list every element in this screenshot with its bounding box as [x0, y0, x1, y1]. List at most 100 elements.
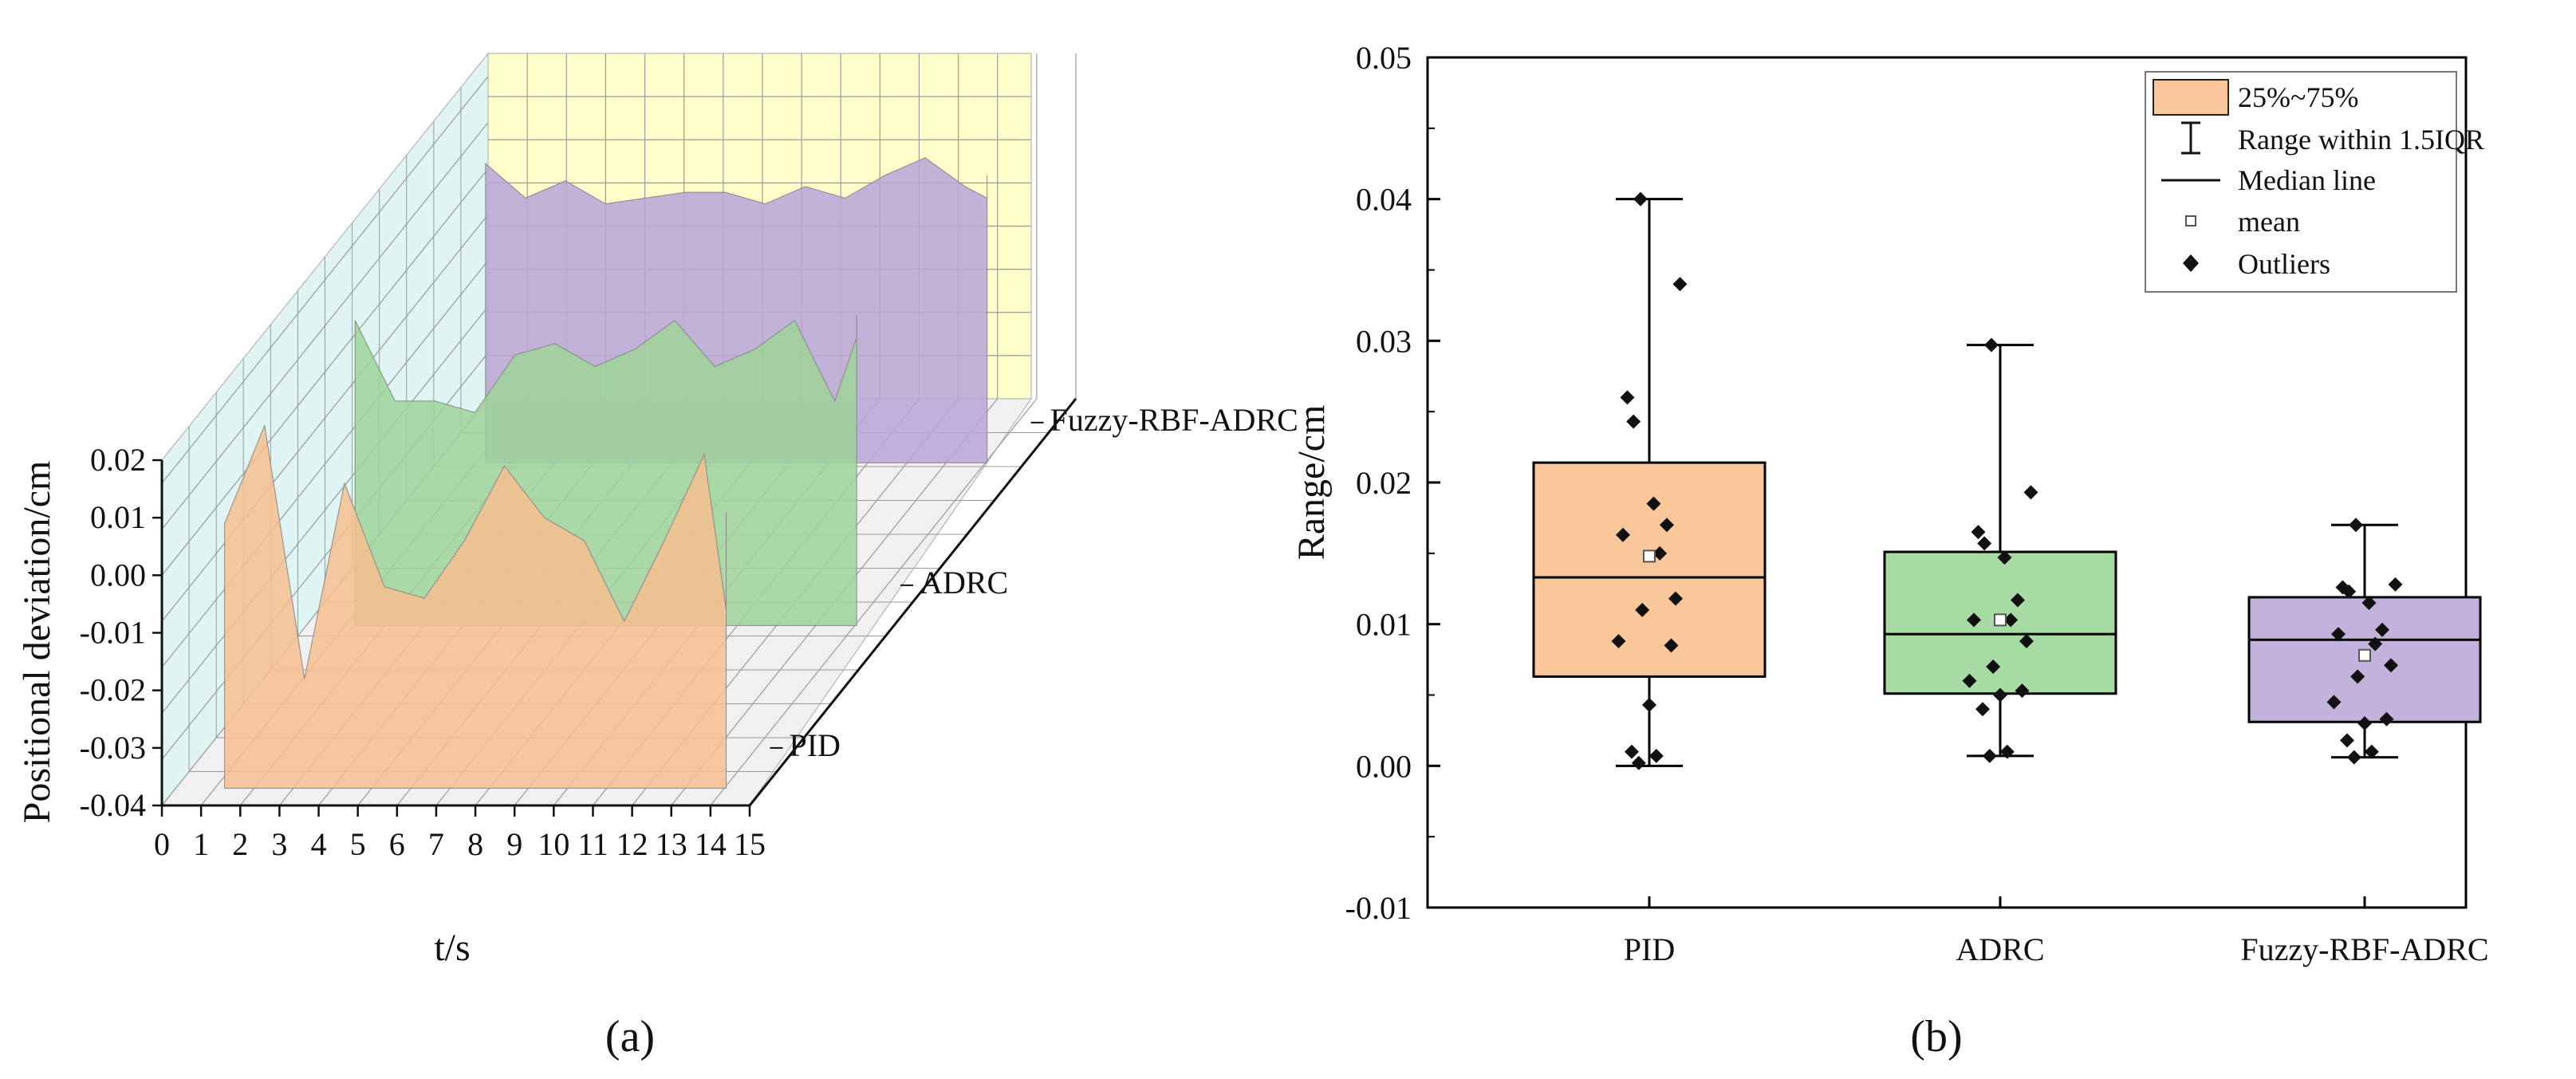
x-tick-label: 7: [428, 826, 444, 862]
series-areas: [224, 157, 988, 789]
data-point: [2326, 695, 2342, 710]
legend-item-outliers: Outliers: [2238, 248, 2330, 280]
y-tick-labels: -0.04 -0.03 -0.02 -0.01 0.00 0.01 0.02: [80, 442, 162, 823]
data-point: [2350, 669, 2365, 684]
data-point: [1652, 545, 1668, 561]
x-tick-label: 10: [538, 826, 569, 862]
legend-mean-symbol: [2185, 215, 2196, 226]
series-area-pid: [224, 423, 727, 789]
data-point: [1616, 527, 1630, 542]
series-labels: Fuzzy-RBF-ADRC ADRC PID: [770, 402, 1298, 763]
x-tick-label: 13: [656, 826, 687, 862]
y-tick-label: 0.03: [1356, 323, 1412, 359]
legend-box-swatch: [2153, 79, 2229, 116]
x-tick-label: 12: [616, 826, 648, 862]
y-tick-label: 0.01: [1356, 607, 1412, 643]
data-point: [1977, 536, 1992, 551]
data-point: [1982, 748, 1997, 763]
y-tick-label: -0.04: [80, 787, 146, 823]
y-tick-label: -0.01: [1345, 890, 1412, 926]
data-point: [2346, 750, 2361, 765]
box-fuzzy-rbf-adrc: [2247, 518, 2482, 765]
y-tick-label: -0.02: [80, 672, 146, 708]
data-point: [1625, 744, 1639, 759]
series-label: ADRC: [920, 565, 1008, 601]
data-point: [1668, 591, 1683, 606]
x-tick-label: PID: [1624, 931, 1675, 967]
legend-item-mean: mean: [2238, 206, 2300, 238]
mean-marker: [2358, 648, 2371, 662]
x-tick-label: Fuzzy-RBF-ADRC: [2240, 931, 2488, 967]
series-label: Fuzzy-RBF-ADRC: [1050, 402, 1298, 438]
x-tick-label: 9: [506, 826, 522, 862]
data-point: [1626, 414, 1641, 429]
depth-axis-line: [748, 398, 1077, 806]
data-point: [2379, 711, 2394, 727]
panel-b-label: (b): [1910, 1012, 1962, 1061]
y-tick-label: 0.00: [1356, 748, 1412, 784]
data-point: [1664, 638, 1679, 653]
data-point: [1642, 697, 1656, 712]
x-tick-label: 15: [734, 826, 766, 862]
data-point: [1620, 390, 1635, 405]
x-tick-label: 2: [232, 826, 248, 862]
y-tick-label: 0.04: [1356, 182, 1412, 218]
mean-marker: [1994, 613, 2007, 627]
data-point: [1672, 277, 1688, 292]
x-tick-label: 8: [467, 826, 483, 862]
data-point: [1986, 659, 2001, 674]
data-point: [1967, 612, 1981, 628]
data-point: [1660, 518, 1674, 533]
data-point: [1962, 673, 1977, 688]
y-tick-label: 0.02: [1356, 465, 1412, 501]
data-point: [2364, 744, 2379, 759]
box-adrc: [1883, 337, 2117, 763]
x-tick-label: 11: [577, 826, 609, 862]
x-tick-label: 5: [350, 826, 366, 862]
legend: 25%~75% Range within 1.5IQR Median line …: [2145, 71, 2484, 293]
x-tick-label: 14: [695, 826, 727, 862]
data-point: [1997, 550, 2012, 565]
x-axis-label: t/s: [434, 927, 470, 969]
y-ticks: -0.01 0.00 0.01 0.02 0.03 0.04 0.05: [1345, 40, 1440, 926]
data-point: [1993, 687, 2007, 703]
data-point: [2368, 636, 2383, 652]
data-point: [2349, 518, 2363, 533]
data-point: [2011, 593, 2025, 608]
x-tick-label: 0: [154, 826, 170, 862]
data-point: [1631, 755, 1646, 770]
data-point: [2384, 658, 2398, 673]
data-point: [2375, 622, 2389, 637]
legend-item-range: Range within 1.5IQR: [2238, 124, 2484, 156]
data-point: [1633, 191, 1648, 207]
y-tick-label: 0.01: [90, 499, 146, 535]
y-tick-label: -0.01: [80, 615, 146, 651]
x-tick-label: 3: [271, 826, 287, 862]
legend-item-iqr: 25%~75%: [2238, 81, 2358, 113]
data-point: [1971, 525, 1986, 540]
y-tick-label: 0.00: [90, 557, 146, 593]
x-tick-label: ADRC: [1956, 931, 2044, 967]
data-point: [2331, 627, 2346, 642]
legend-whisker-symbol: [2181, 121, 2200, 155]
data-point: [1984, 337, 1999, 352]
panel-b-box-chart: -0.01 0.00 0.01 0.02 0.03 0.04 0.05 PID ADRC Fuz…: [1290, 40, 2489, 1061]
box-pid: [1532, 191, 1767, 770]
data-point: [2357, 716, 2372, 731]
legend-item-median: Median line: [2238, 164, 2376, 196]
data-point: [2388, 577, 2403, 592]
y-tick-label: -0.03: [80, 730, 146, 766]
legend-outlier-symbol: [2183, 254, 2199, 272]
data-point: [2023, 485, 2038, 500]
x-tick-label: 4: [311, 826, 327, 862]
y-tick-label: 0.05: [1356, 40, 1412, 76]
data-point: [2003, 612, 2019, 628]
x-tick-label: 6: [389, 826, 405, 862]
series-label: PID: [789, 727, 840, 763]
x-tick-label: 1: [193, 826, 209, 862]
data-point: [2342, 584, 2357, 599]
iqr-box: [1532, 461, 1767, 678]
x-tick-labels: PID ADRC Fuzzy-RBF-ADRC: [1624, 896, 2489, 967]
